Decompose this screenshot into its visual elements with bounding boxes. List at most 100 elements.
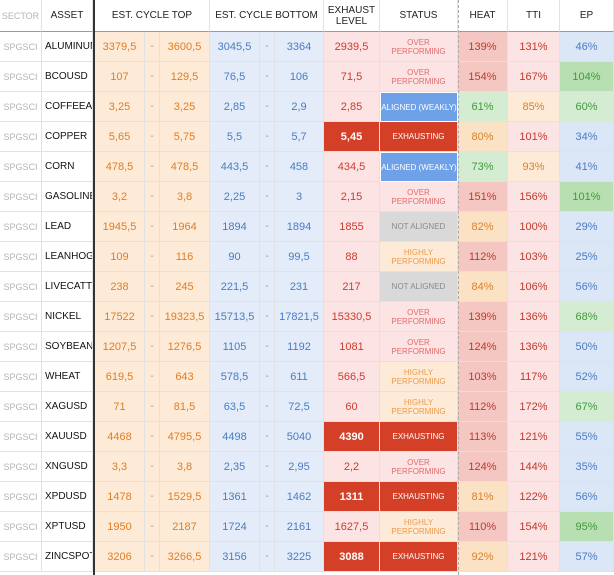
asset-cell[interactable]: COPPER	[42, 122, 93, 152]
cycle-bottom-low-cell[interactable]: 1894	[210, 212, 260, 242]
cycle-bottom-high-cell[interactable]: 106	[275, 62, 324, 92]
exhaust-level-cell[interactable]: 2,15	[324, 182, 380, 212]
asset-cell[interactable]: WHEAT	[42, 362, 93, 392]
status-badge[interactable]: HIGHLY PERFORMING	[380, 392, 458, 422]
cycle-top-high-cell[interactable]: 81,5	[160, 392, 210, 422]
cycle-bottom-low-cell[interactable]: 3156	[210, 542, 260, 572]
asset-cell[interactable]: LEAD	[42, 212, 93, 242]
cycle-top-low-cell[interactable]: 1945,5	[95, 212, 145, 242]
exhaust-level-cell[interactable]: 2939,5	[324, 32, 380, 62]
ep-cell[interactable]: 25%	[560, 242, 614, 272]
cycle-top-high-cell[interactable]: 245	[160, 272, 210, 302]
cycle-top-low-cell[interactable]: 17522	[95, 302, 145, 332]
cycle-top-dash[interactable]: -	[145, 152, 160, 182]
cycle-top-low-cell[interactable]: 238	[95, 272, 145, 302]
tti-cell[interactable]: 167%	[508, 62, 560, 92]
cycle-top-high-cell[interactable]: 1529,5	[160, 482, 210, 512]
cycle-top-high-cell[interactable]: 116	[160, 242, 210, 272]
exhaust-level-cell[interactable]: 60	[324, 392, 380, 422]
cycle-bottom-low-cell[interactable]: 3045,5	[210, 32, 260, 62]
sector-cell[interactable]: SPGSCI	[0, 362, 42, 392]
cycle-bottom-low-cell[interactable]: 15713,5	[210, 302, 260, 332]
sector-cell[interactable]: SPGSCI	[0, 542, 42, 572]
asset-cell[interactable]: LEANHOGS	[42, 242, 93, 272]
cycle-bottom-dash[interactable]: -	[260, 32, 275, 62]
cycle-bottom-dash[interactable]: -	[260, 302, 275, 332]
cycle-top-low-cell[interactable]: 71	[95, 392, 145, 422]
ep-cell[interactable]: 67%	[560, 392, 614, 422]
sector-cell[interactable]: SPGSCI	[0, 422, 42, 452]
heat-cell[interactable]: 112%	[458, 392, 508, 422]
cycle-top-dash[interactable]: -	[145, 272, 160, 302]
cycle-bottom-dash[interactable]: -	[260, 122, 275, 152]
tti-cell[interactable]: 154%	[508, 512, 560, 542]
cycle-bottom-high-cell[interactable]: 1192	[275, 332, 324, 362]
asset-cell[interactable]: ZINCSPOT	[42, 542, 93, 572]
heat-cell[interactable]: 154%	[458, 62, 508, 92]
cycle-bottom-high-cell[interactable]: 3364	[275, 32, 324, 62]
cycle-bottom-low-cell[interactable]: 63,5	[210, 392, 260, 422]
cycle-bottom-low-cell[interactable]: 2,85	[210, 92, 260, 122]
cycle-top-high-cell[interactable]: 3,25	[160, 92, 210, 122]
heat-cell[interactable]: 82%	[458, 212, 508, 242]
heat-cell[interactable]: 73%	[458, 152, 508, 182]
cycle-top-low-cell[interactable]: 4468	[95, 422, 145, 452]
status-badge[interactable]: OVER PERFORMING	[380, 452, 458, 482]
cycle-bottom-high-cell[interactable]: 3	[275, 182, 324, 212]
sector-cell[interactable]: SPGSCI	[0, 92, 42, 122]
tti-cell[interactable]: 144%	[508, 452, 560, 482]
cycle-bottom-dash[interactable]: -	[260, 332, 275, 362]
header-cycle-bottom[interactable]: EST. CYCLE BOTTOM	[210, 0, 324, 32]
cycle-bottom-low-cell[interactable]: 443,5	[210, 152, 260, 182]
exhaust-level-cell[interactable]: 217	[324, 272, 380, 302]
cycle-bottom-high-cell[interactable]: 231	[275, 272, 324, 302]
ep-cell[interactable]: 55%	[560, 422, 614, 452]
cycle-top-low-cell[interactable]: 478,5	[95, 152, 145, 182]
cycle-bottom-dash[interactable]: -	[260, 362, 275, 392]
cycle-bottom-low-cell[interactable]: 221,5	[210, 272, 260, 302]
cycle-top-dash[interactable]: -	[145, 242, 160, 272]
asset-cell[interactable]: LIVECATTLE	[42, 272, 93, 302]
ep-cell[interactable]: 41%	[560, 152, 614, 182]
heat-cell[interactable]: 112%	[458, 242, 508, 272]
cycle-bottom-low-cell[interactable]: 1105	[210, 332, 260, 362]
tti-cell[interactable]: 103%	[508, 242, 560, 272]
cycle-bottom-dash[interactable]: -	[260, 212, 275, 242]
cycle-top-dash[interactable]: -	[145, 422, 160, 452]
cycle-bottom-high-cell[interactable]: 3225	[275, 542, 324, 572]
cycle-bottom-dash[interactable]: -	[260, 182, 275, 212]
cycle-bottom-low-cell[interactable]: 1724	[210, 512, 260, 542]
tti-cell[interactable]: 131%	[508, 32, 560, 62]
exhaust-level-cell[interactable]: 1311	[324, 482, 380, 512]
cycle-bottom-dash[interactable]: -	[260, 452, 275, 482]
asset-cell[interactable]: SOYBEAN	[42, 332, 93, 362]
cycle-top-high-cell[interactable]: 643	[160, 362, 210, 392]
asset-cell[interactable]: COFFEEARABICA	[42, 92, 93, 122]
cycle-top-low-cell[interactable]: 109	[95, 242, 145, 272]
heat-cell[interactable]: 139%	[458, 302, 508, 332]
status-badge[interactable]: EXHAUSTING	[380, 122, 458, 152]
heat-cell[interactable]: 92%	[458, 542, 508, 572]
cycle-top-dash[interactable]: -	[145, 92, 160, 122]
ep-cell[interactable]: 57%	[560, 542, 614, 572]
cycle-bottom-dash[interactable]: -	[260, 422, 275, 452]
exhaust-level-cell[interactable]: 1855	[324, 212, 380, 242]
cycle-top-dash[interactable]: -	[145, 482, 160, 512]
heat-cell[interactable]: 124%	[458, 452, 508, 482]
cycle-top-low-cell[interactable]: 1207,5	[95, 332, 145, 362]
cycle-bottom-low-cell[interactable]: 578,5	[210, 362, 260, 392]
cycle-bottom-low-cell[interactable]: 1361	[210, 482, 260, 512]
status-badge[interactable]: OVER PERFORMING	[380, 32, 458, 62]
cycle-top-dash[interactable]: -	[145, 542, 160, 572]
cycle-top-low-cell[interactable]: 619,5	[95, 362, 145, 392]
heat-cell[interactable]: 139%	[458, 32, 508, 62]
asset-cell[interactable]: XPDUSD	[42, 482, 93, 512]
tti-cell[interactable]: 172%	[508, 392, 560, 422]
cycle-bottom-high-cell[interactable]: 611	[275, 362, 324, 392]
cycle-bottom-high-cell[interactable]: 458	[275, 152, 324, 182]
sector-cell[interactable]: SPGSCI	[0, 32, 42, 62]
sector-cell[interactable]: SPGSCI	[0, 302, 42, 332]
ep-cell[interactable]: 104%	[560, 62, 614, 92]
tti-cell[interactable]: 85%	[508, 92, 560, 122]
asset-cell[interactable]: GASOLINE	[42, 182, 93, 212]
